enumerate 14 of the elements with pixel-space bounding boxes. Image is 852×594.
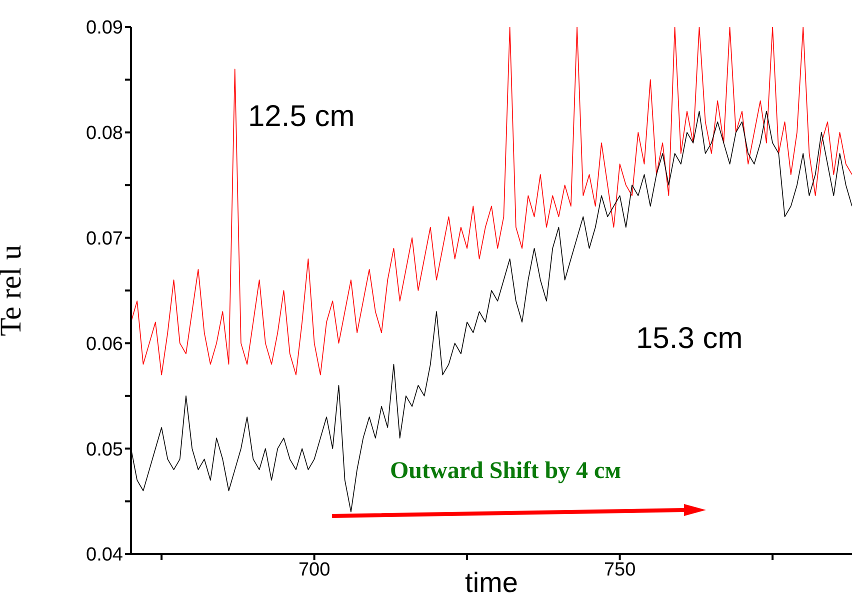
x-tick-label: 750 [604,559,636,580]
annotation: 15.3 cm [636,322,743,356]
x-tick-label: 700 [298,559,330,580]
annotation: Outward Shift by 4 см [390,458,622,485]
y-axis-title: Te rel u [0,244,28,336]
y-tick-label: 0.08 [86,123,123,144]
line-series [131,27,852,376]
y-tick-label: 0.04 [86,544,124,566]
y-tick-label: 0.07 [86,228,123,250]
y-tick-label: 0.05 [86,439,123,460]
x-axis-title: time [465,567,518,594]
y-tick-label: 0.06 [86,334,123,355]
y-tick-label: 0.09 [86,18,123,39]
annotation: 12.5 cm [248,100,355,134]
